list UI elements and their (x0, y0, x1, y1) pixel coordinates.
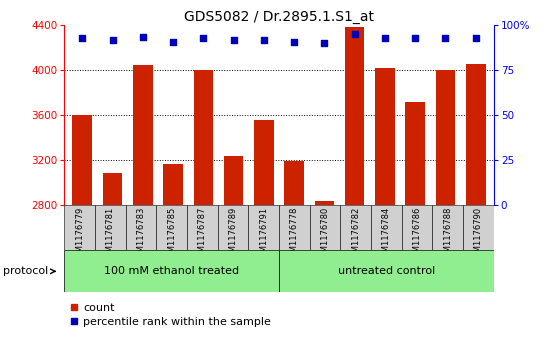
Text: GSM1176786: GSM1176786 (412, 207, 422, 263)
Bar (340, 205, 371, 250)
Bar (156, 205, 187, 250)
Text: protocol: protocol (3, 266, 55, 276)
Bar (466, 64, 485, 363)
Text: GSM1176789: GSM1176789 (228, 207, 238, 263)
Bar (95, 205, 126, 250)
Text: GSM1176782: GSM1176782 (351, 207, 360, 263)
Bar (194, 70, 213, 363)
Bar (133, 65, 153, 363)
Bar (284, 161, 304, 363)
Bar (402, 205, 432, 250)
Text: GSM1176787: GSM1176787 (198, 207, 207, 263)
Bar (126, 205, 156, 250)
Text: GSM1176783: GSM1176783 (136, 207, 146, 263)
Bar (436, 70, 455, 363)
Bar (432, 205, 463, 250)
Text: untreated control: untreated control (338, 266, 435, 276)
Point (350, 32, 359, 37)
Bar (218, 205, 248, 250)
Point (381, 35, 389, 41)
Bar (371, 205, 402, 250)
Text: GSM1176780: GSM1176780 (320, 207, 330, 263)
Bar (64, 205, 95, 250)
Point (471, 35, 480, 41)
Text: GSM1176784: GSM1176784 (382, 207, 391, 263)
Point (411, 35, 420, 41)
Text: GSM1176778: GSM1176778 (290, 207, 299, 263)
Bar (224, 156, 243, 363)
Bar (254, 120, 274, 363)
Bar (279, 250, 494, 292)
Bar (310, 205, 340, 250)
Bar (345, 26, 364, 363)
Bar (315, 201, 334, 363)
Bar (405, 102, 425, 363)
Text: 100 mM ethanol treated: 100 mM ethanol treated (104, 266, 239, 276)
Point (78, 35, 87, 41)
Text: GSM1176781: GSM1176781 (105, 207, 115, 263)
Text: GSM1176788: GSM1176788 (443, 207, 453, 263)
Title: GDS5082 / Dr.2895.1.S1_at: GDS5082 / Dr.2895.1.S1_at (184, 11, 374, 24)
Text: GSM1176790: GSM1176790 (474, 207, 483, 263)
Bar (279, 205, 310, 250)
Bar (463, 205, 494, 250)
Bar (103, 172, 122, 363)
Point (108, 37, 117, 43)
Bar (187, 205, 218, 250)
Point (290, 39, 299, 45)
Point (320, 40, 329, 46)
Bar (248, 205, 279, 250)
Text: GSM1176779: GSM1176779 (75, 207, 84, 263)
Bar (73, 115, 92, 363)
Legend: count, percentile rank within the sample: count, percentile rank within the sample (70, 303, 271, 327)
Text: GSM1176791: GSM1176791 (259, 207, 268, 263)
Point (199, 35, 208, 41)
Point (259, 37, 268, 43)
Point (229, 37, 238, 43)
Bar (375, 68, 395, 363)
Point (138, 34, 147, 40)
Text: GSM1176785: GSM1176785 (167, 207, 176, 263)
Point (169, 39, 177, 45)
Bar (64, 250, 279, 292)
Bar (163, 164, 183, 363)
Point (441, 35, 450, 41)
